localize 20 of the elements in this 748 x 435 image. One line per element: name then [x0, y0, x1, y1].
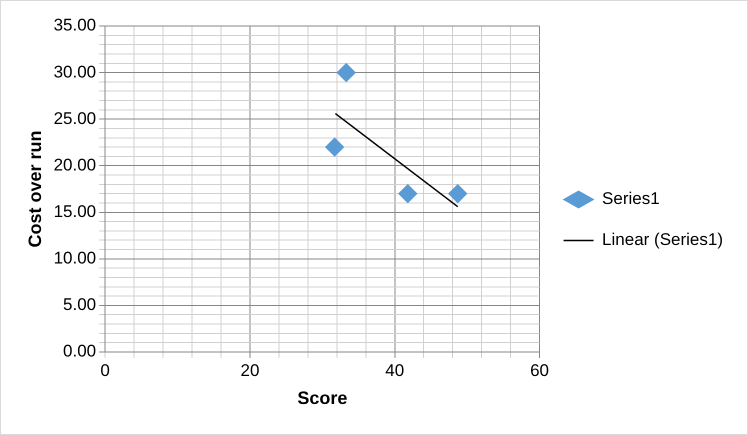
y-tick-label: 35.00: [54, 16, 96, 35]
y-axis-title: Cost over run: [24, 130, 45, 248]
legend-label: Series1: [602, 189, 660, 208]
y-tick-label: 15.00: [54, 202, 96, 221]
point: [448, 184, 468, 204]
x-tick-label: 0: [100, 360, 110, 380]
y-tick-label: 30.00: [54, 62, 96, 82]
x-tick-label: 20: [240, 360, 260, 380]
y-tick-label: 25.00: [54, 108, 96, 128]
point: [398, 184, 418, 204]
x-tick-label: 60: [530, 360, 550, 380]
y-tick-label: 20.00: [54, 155, 96, 174]
x-tick-label: 40: [385, 360, 404, 380]
point: [336, 63, 356, 82]
y-tick-label: 0.00: [63, 342, 96, 361]
point: [325, 138, 344, 157]
x-axis-title: Score: [297, 388, 348, 408]
y-tick-label: 5.00: [63, 295, 96, 314]
y-tick-label: 10.00: [54, 248, 96, 268]
legend-label: Linear (Series1): [602, 230, 724, 250]
